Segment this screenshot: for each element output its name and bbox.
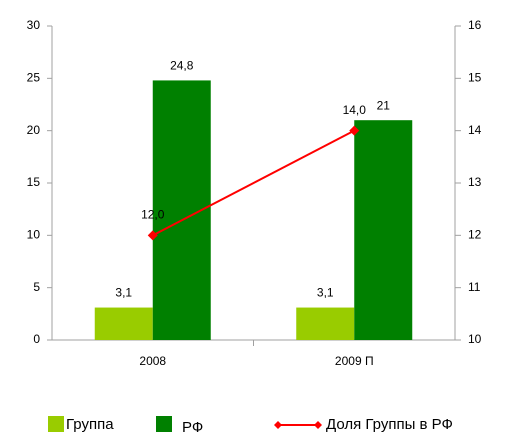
bar bbox=[296, 307, 355, 340]
x-tick-label: 2009 П bbox=[335, 354, 374, 368]
y-tick-label: 15 bbox=[27, 175, 41, 189]
y2-tick-label: 10 bbox=[468, 332, 482, 346]
data-label: 21 bbox=[377, 98, 391, 112]
marker bbox=[349, 125, 360, 136]
y2-tick-label: 16 bbox=[468, 18, 482, 32]
data-label: 14,0 bbox=[343, 103, 367, 117]
line bbox=[152, 129, 355, 237]
y2-tick-label: 15 bbox=[468, 71, 482, 85]
x-tick-label: 2008 bbox=[139, 354, 166, 368]
data-label: 12,0 bbox=[141, 208, 165, 222]
y2-tick-label: 12 bbox=[468, 228, 482, 242]
bar bbox=[94, 307, 153, 340]
data-label: 24,8 bbox=[170, 59, 194, 73]
legend-label: Доля Группы в РФ bbox=[326, 416, 453, 433]
legend-label: Группа bbox=[66, 416, 114, 433]
y2-tick-label: 14 bbox=[468, 123, 482, 137]
y-tick-label: 20 bbox=[27, 123, 41, 137]
legend-marker bbox=[274, 421, 282, 429]
marker bbox=[147, 230, 158, 241]
data-label: 3,1 bbox=[115, 286, 132, 300]
legend-swatch bbox=[156, 416, 172, 432]
bar bbox=[354, 120, 413, 340]
y-tick-label: 10 bbox=[27, 228, 41, 242]
y-tick-label: 25 bbox=[27, 71, 41, 85]
legend-marker bbox=[314, 421, 322, 429]
legend-label: РФ bbox=[182, 419, 203, 436]
y2-tick-label: 13 bbox=[468, 175, 482, 189]
y2-tick-label: 11 bbox=[468, 280, 481, 294]
legend-swatch bbox=[48, 416, 64, 432]
data-label: 3,1 bbox=[317, 286, 334, 300]
y-tick-label: 30 bbox=[27, 18, 41, 32]
y-tick-label: 5 bbox=[33, 280, 40, 294]
y-tick-label: 0 bbox=[33, 332, 40, 346]
